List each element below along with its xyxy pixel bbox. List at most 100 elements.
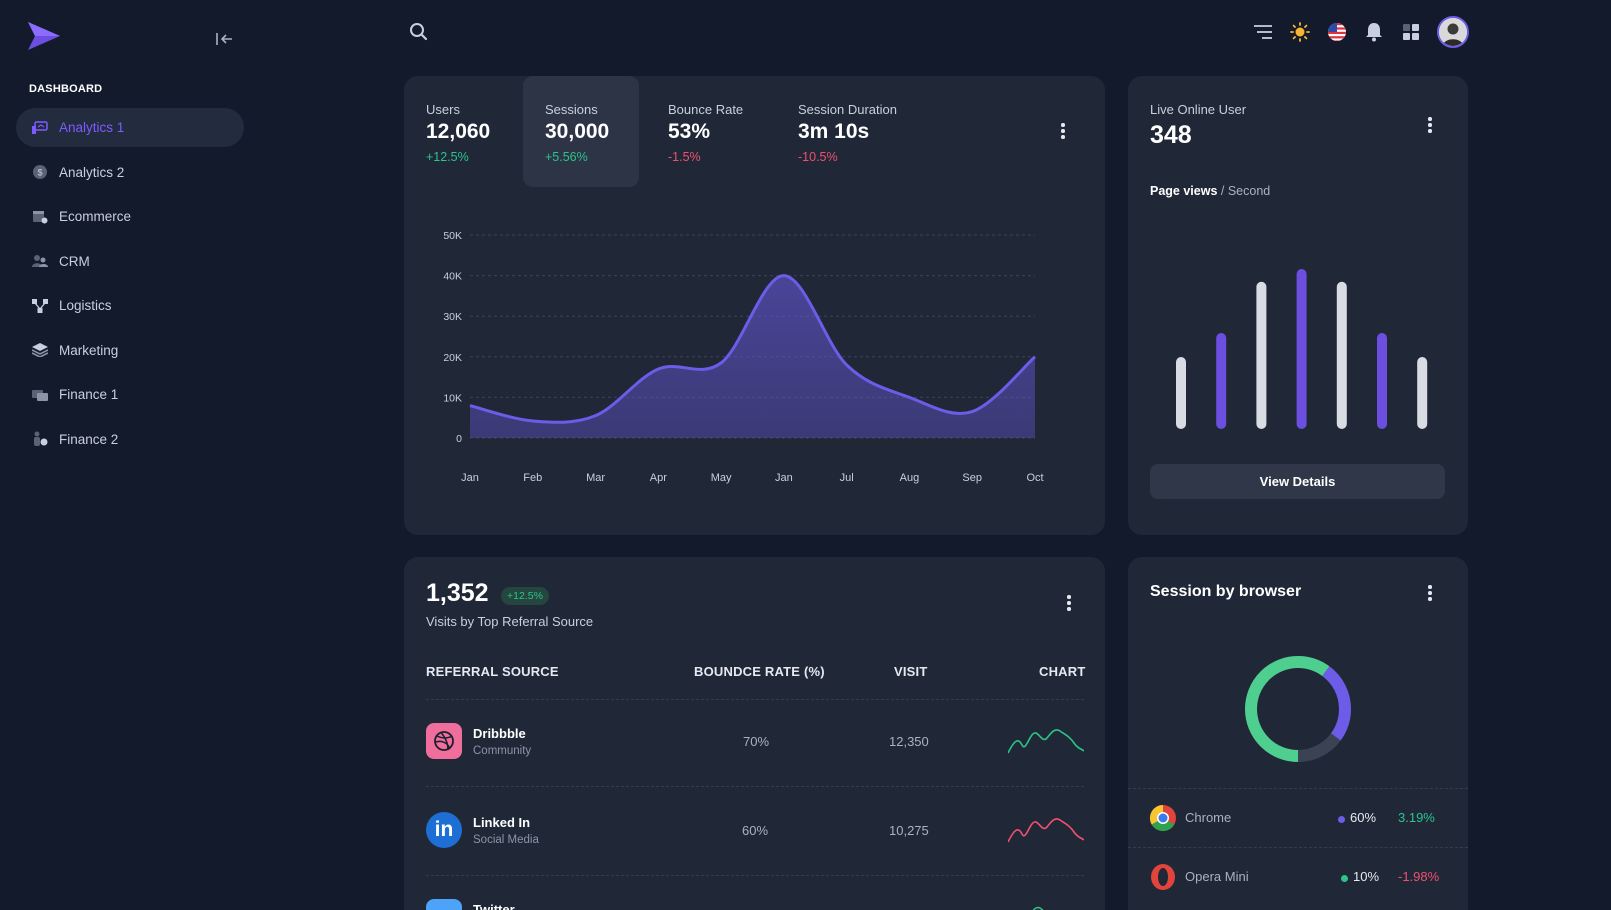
page-views-strong: Page views — [1150, 184, 1218, 198]
stat-label: Users — [426, 102, 460, 117]
browser-dot — [1338, 816, 1345, 823]
live-users-value: 348 — [1150, 121, 1192, 149]
y-tick-label: 50K — [443, 230, 462, 242]
referral-change-badge: +12.5% — [501, 587, 549, 605]
divider — [426, 875, 1084, 876]
view-details-button[interactable]: View Details — [1150, 464, 1445, 499]
x-tick-label: Jul — [840, 472, 854, 484]
sidebar-item-label: Finance 1 — [59, 387, 119, 402]
live-users-label: Live Online User — [1150, 102, 1247, 117]
y-tick-label: 40K — [443, 271, 462, 283]
linkedin-icon: in — [426, 812, 462, 848]
sidebar-item-label: Marketing — [59, 342, 119, 358]
y-tick-label: 20K — [443, 352, 462, 364]
bar — [1336, 281, 1347, 429]
browser-percent: 10% — [1353, 869, 1380, 884]
bar — [1256, 281, 1267, 429]
browser-dot — [1341, 875, 1348, 882]
more-options-icon[interactable] — [1422, 584, 1438, 602]
svg-text:$: $ — [37, 168, 42, 178]
row-source-category: Social Media — [473, 834, 539, 846]
row-bounce-rate: 70% — [743, 734, 770, 749]
dollar-coin-icon: $ — [32, 165, 48, 179]
more-options-icon[interactable] — [1061, 594, 1077, 612]
sun-icon[interactable] — [1289, 21, 1311, 43]
referral-total: 1,352 — [426, 579, 489, 607]
stat-session-duration[interactable]: Session Duration 3m 10s -10.5% — [776, 76, 926, 187]
twitter-icon — [426, 899, 462, 910]
stat-value: 30,000 — [545, 120, 610, 143]
sidebar-item-label: CRM — [59, 253, 90, 269]
y-tick-label: 30K — [443, 311, 462, 323]
divider — [426, 699, 1084, 700]
session-by-browser-title: Session by browser — [1150, 583, 1302, 600]
sidebar-item-marketing[interactable]: Marketing — [16, 331, 244, 370]
header-visit: VISIT — [894, 664, 928, 679]
browser-name: Opera Mini — [1185, 869, 1249, 884]
stat-change: +5.56% — [545, 150, 588, 164]
money-icon — [32, 388, 48, 402]
row-bounce-rate: 60% — [742, 823, 769, 838]
avatar[interactable] — [1437, 16, 1469, 48]
analytics-icon — [32, 120, 48, 135]
search-icon[interactable] — [409, 22, 429, 42]
header-referral-source: REFERRAL SOURCE — [426, 664, 559, 679]
chrome-icon — [1149, 804, 1176, 832]
session-by-browser-card: Session by browser Chrome 60% 3.19% Oper… — [1128, 557, 1468, 910]
live-users-card: Live Online User 348 Page views / Second… — [1128, 76, 1468, 535]
browser-name: Chrome — [1185, 810, 1232, 825]
section-title: DASHBOARD — [29, 83, 103, 95]
series-line — [469, 274, 1037, 424]
stat-users[interactable]: Users 12,060 +12.5% — [404, 76, 522, 187]
divider — [426, 786, 1084, 787]
stat-value: 12,060 — [426, 120, 491, 143]
bell-icon[interactable] — [1363, 21, 1385, 43]
bar — [1216, 333, 1227, 429]
sidebar-item-label: Finance 2 — [59, 431, 119, 447]
browser-row-chrome[interactable]: Chrome 60% 3.19% — [1128, 788, 1468, 846]
browser-row-opera-mini[interactable]: Opera Mini 10% -1.98% — [1128, 847, 1468, 905]
x-tick-label: Mar — [586, 472, 605, 484]
bar — [1377, 333, 1387, 429]
referral-card: 1,352 +12.5% Visits by Top Referral Sour… — [404, 557, 1105, 910]
browser-percent: 60% — [1350, 810, 1377, 825]
sidebar-nav: Analytics 1 $ Analytics 2 Ecommerce CRM … — [16, 108, 244, 464]
logo[interactable] — [28, 22, 60, 50]
page-views-caption: Page views / Second — [1150, 184, 1270, 198]
stat-bounce-rate[interactable]: Bounce Rate 53% -1.5% — [646, 76, 774, 187]
shop-icon — [32, 210, 48, 224]
stat-label: Bounce Rate — [668, 102, 744, 117]
sidebar-item-ecommerce[interactable]: Ecommerce — [16, 197, 244, 236]
more-options-icon[interactable] — [1055, 122, 1071, 140]
more-options-icon[interactable] — [1422, 116, 1438, 134]
y-tick-label: 0 — [456, 433, 462, 445]
stat-value: 53% — [668, 120, 711, 143]
sidebar-item-finance-1[interactable]: Finance 1 — [16, 375, 244, 414]
x-tick-label: May — [711, 472, 732, 484]
row-source-name: Dribbble — [473, 726, 526, 741]
referral-subtitle: Visits by Top Referral Source — [426, 614, 594, 629]
sidebar-item-logistics[interactable]: Logistics — [16, 286, 244, 325]
stat-sessions[interactable]: Sessions 30,000 +5.56% — [523, 76, 639, 187]
x-tick-label: Oct — [1026, 472, 1043, 484]
sidebar: DASHBOARD Analytics 1 $ Analytics 2 Ecom… — [0, 0, 262, 910]
x-tick-label: Sep — [962, 472, 982, 484]
collapse-sidebar-icon[interactable] — [214, 29, 236, 49]
stats-tabs: Users 12,060 +12.5% Sessions 30,000 +5.5… — [404, 76, 1105, 187]
us-flag-icon[interactable] — [1326, 21, 1348, 43]
sidebar-item-finance-2[interactable]: Finance 2 — [16, 420, 244, 459]
x-tick-label: Feb — [523, 472, 542, 484]
dribbble-icon — [426, 723, 462, 759]
sidebar-item-label: Analytics 2 — [59, 164, 125, 180]
people-icon — [32, 254, 48, 268]
sidebar-item-analytics-2[interactable]: $ Analytics 2 — [16, 153, 244, 192]
grid-icon[interactable] — [1400, 21, 1422, 43]
y-tick-label: 10K — [443, 392, 462, 404]
x-tick-label: Aug — [900, 472, 920, 484]
row-visits: 12,350 — [889, 734, 929, 749]
filter-lines-icon[interactable] — [1252, 21, 1274, 43]
area-fill — [470, 275, 1035, 438]
sidebar-item-label: Ecommerce — [59, 209, 132, 224]
sidebar-item-crm[interactable]: CRM — [16, 242, 244, 281]
sidebar-item-analytics-1[interactable]: Analytics 1 — [16, 108, 244, 147]
